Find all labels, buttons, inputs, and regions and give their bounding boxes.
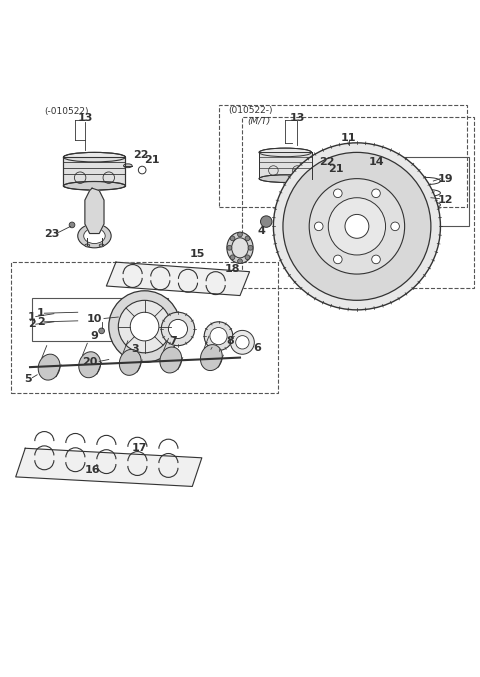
Circle shape	[230, 330, 254, 354]
Text: 5: 5	[24, 374, 32, 384]
Text: 2: 2	[37, 317, 45, 327]
Text: 22: 22	[319, 157, 334, 167]
Text: 17: 17	[132, 443, 147, 454]
Ellipse shape	[63, 181, 125, 190]
Circle shape	[99, 328, 105, 334]
Circle shape	[245, 255, 250, 260]
Polygon shape	[107, 262, 250, 296]
Ellipse shape	[232, 238, 248, 258]
Bar	[285, 157, 469, 226]
Ellipse shape	[160, 347, 182, 373]
Circle shape	[161, 312, 195, 346]
Text: 12: 12	[437, 195, 453, 205]
Circle shape	[334, 255, 342, 264]
Ellipse shape	[63, 152, 125, 162]
Bar	[259, 152, 312, 179]
Circle shape	[248, 246, 253, 250]
Text: 1: 1	[37, 308, 45, 318]
Circle shape	[69, 222, 75, 227]
Text: 21: 21	[144, 154, 160, 165]
Circle shape	[391, 222, 399, 231]
Text: 21: 21	[328, 164, 344, 174]
Circle shape	[372, 189, 380, 198]
Polygon shape	[16, 448, 202, 487]
Circle shape	[238, 232, 242, 237]
Text: 10: 10	[87, 314, 102, 324]
Circle shape	[314, 222, 323, 231]
Text: 22: 22	[132, 150, 148, 160]
Ellipse shape	[259, 175, 312, 182]
Text: (M/T): (M/T)	[247, 117, 270, 126]
Ellipse shape	[123, 164, 132, 168]
Circle shape	[210, 328, 227, 345]
Text: 9: 9	[91, 330, 98, 341]
Text: 13: 13	[77, 113, 93, 123]
Circle shape	[204, 322, 233, 351]
Text: 2: 2	[28, 319, 36, 329]
Ellipse shape	[227, 232, 253, 263]
Ellipse shape	[38, 354, 60, 380]
Ellipse shape	[99, 244, 104, 247]
Text: 18: 18	[225, 264, 240, 274]
Bar	[63, 157, 125, 185]
Ellipse shape	[201, 345, 222, 370]
Text: (010522-): (010522-)	[228, 106, 273, 115]
Text: 11: 11	[341, 133, 357, 143]
Circle shape	[168, 320, 188, 338]
Text: 13: 13	[289, 113, 305, 123]
Text: 3: 3	[131, 344, 139, 354]
Circle shape	[309, 179, 405, 274]
Text: 23: 23	[44, 229, 60, 238]
Text: 14: 14	[368, 157, 384, 167]
Circle shape	[109, 291, 180, 362]
Circle shape	[328, 198, 385, 255]
Circle shape	[245, 236, 250, 241]
Ellipse shape	[120, 349, 141, 375]
Text: 20: 20	[82, 357, 97, 368]
Circle shape	[227, 246, 232, 250]
Circle shape	[372, 255, 380, 264]
Ellipse shape	[84, 228, 105, 244]
Text: 16: 16	[84, 464, 100, 475]
Circle shape	[230, 236, 235, 241]
Text: (-010522): (-010522)	[44, 108, 89, 116]
Circle shape	[130, 312, 159, 341]
Text: 19: 19	[437, 173, 453, 183]
Circle shape	[118, 301, 171, 353]
Ellipse shape	[85, 244, 90, 247]
Circle shape	[238, 259, 242, 263]
Bar	[218, 105, 467, 207]
Ellipse shape	[310, 171, 318, 174]
Ellipse shape	[259, 148, 312, 156]
Ellipse shape	[79, 352, 101, 378]
Circle shape	[230, 255, 235, 260]
Bar	[242, 116, 474, 288]
Text: 4: 4	[258, 226, 265, 236]
Circle shape	[236, 336, 249, 349]
Circle shape	[283, 152, 431, 301]
Circle shape	[274, 143, 441, 310]
Bar	[11, 262, 278, 393]
Circle shape	[345, 215, 369, 238]
Polygon shape	[85, 188, 104, 234]
Text: 15: 15	[190, 248, 205, 259]
Circle shape	[334, 189, 342, 198]
Text: 1: 1	[28, 311, 36, 322]
Circle shape	[261, 216, 272, 227]
Text: 7: 7	[169, 336, 177, 346]
Ellipse shape	[78, 224, 111, 248]
Text: 6: 6	[253, 343, 261, 353]
Text: 8: 8	[227, 336, 234, 346]
Bar	[33, 298, 168, 341]
